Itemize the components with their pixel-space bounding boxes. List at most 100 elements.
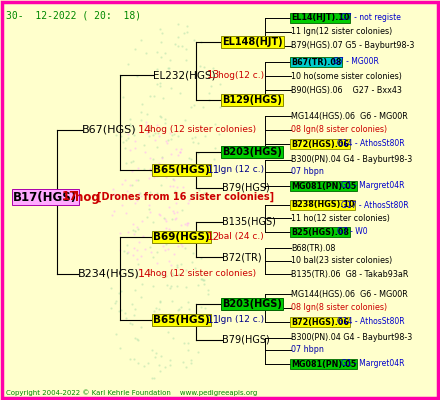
Point xyxy=(157,212,164,218)
Point xyxy=(152,305,159,311)
Point xyxy=(113,132,120,138)
Point xyxy=(175,34,182,40)
Point xyxy=(130,227,137,234)
Point xyxy=(172,146,180,152)
Point xyxy=(132,228,139,235)
Point xyxy=(173,209,180,215)
Point xyxy=(133,177,140,184)
Point xyxy=(123,188,130,194)
Point xyxy=(170,251,177,257)
Point xyxy=(183,220,190,226)
Point xyxy=(111,191,118,198)
Text: lgn (12 c.): lgn (12 c.) xyxy=(218,316,264,324)
Point xyxy=(128,182,135,188)
Text: 14: 14 xyxy=(138,269,152,279)
Point xyxy=(182,57,189,63)
Point xyxy=(183,23,191,30)
Point xyxy=(135,261,142,268)
Point xyxy=(194,349,202,355)
Point xyxy=(131,126,138,132)
Point xyxy=(173,184,180,190)
Point xyxy=(168,151,175,158)
Point xyxy=(136,266,143,272)
Point xyxy=(157,299,164,306)
Point xyxy=(162,138,169,144)
Point xyxy=(169,298,176,304)
Point xyxy=(150,219,157,225)
Text: B65(HGS): B65(HGS) xyxy=(153,315,210,325)
Text: B25(HGS).08: B25(HGS).08 xyxy=(291,228,349,236)
Point xyxy=(109,211,116,218)
Point xyxy=(161,116,169,122)
Text: 10 ho(some sister colonies): 10 ho(some sister colonies) xyxy=(291,72,402,80)
Point xyxy=(178,222,185,228)
Point xyxy=(157,368,164,375)
Point xyxy=(181,30,188,36)
Point xyxy=(130,251,137,258)
Point xyxy=(178,206,185,213)
Point xyxy=(166,356,173,363)
Point xyxy=(183,68,190,74)
Point xyxy=(211,145,218,151)
Point xyxy=(141,142,148,148)
Point xyxy=(162,174,169,180)
Point xyxy=(206,71,213,78)
Point xyxy=(190,139,197,145)
Point xyxy=(172,200,179,206)
Point xyxy=(127,182,134,188)
Point xyxy=(135,239,142,246)
Point xyxy=(157,80,164,86)
Point xyxy=(170,183,177,189)
Text: B203(HGS): B203(HGS) xyxy=(222,147,282,157)
Point xyxy=(173,262,180,268)
Point xyxy=(147,244,154,250)
Point xyxy=(125,61,132,68)
Text: B67(HGS): B67(HGS) xyxy=(82,125,137,135)
Point xyxy=(116,308,123,314)
Point xyxy=(217,104,224,110)
Point xyxy=(156,160,163,166)
Point xyxy=(189,161,196,168)
Point xyxy=(146,132,153,139)
Point xyxy=(112,331,119,338)
Point xyxy=(141,246,148,252)
Point xyxy=(157,114,164,121)
Point xyxy=(183,267,190,274)
Point xyxy=(169,208,176,215)
Point xyxy=(171,188,178,194)
Point xyxy=(112,298,119,304)
Point xyxy=(129,168,136,174)
Point xyxy=(138,253,145,260)
Point xyxy=(155,306,162,312)
Text: B67(TR).08: B67(TR).08 xyxy=(291,58,341,66)
Point xyxy=(121,176,128,183)
Point xyxy=(135,177,142,183)
Text: B17(HGS): B17(HGS) xyxy=(13,190,77,204)
Point xyxy=(162,218,169,224)
Point xyxy=(121,144,128,151)
Point xyxy=(161,50,169,56)
Point xyxy=(150,308,157,314)
Point xyxy=(129,220,136,227)
Point xyxy=(134,336,141,343)
Point xyxy=(209,65,216,71)
Point xyxy=(165,204,172,210)
Point xyxy=(128,267,135,273)
Point xyxy=(150,156,157,162)
Point xyxy=(110,186,117,192)
Text: 30-  12-2022 ( 20:  18): 30- 12-2022 ( 20: 18) xyxy=(6,10,141,20)
Point xyxy=(143,50,150,56)
Text: hog: hog xyxy=(75,190,100,204)
Text: [Drones from 16 sister colonies]: [Drones from 16 sister colonies] xyxy=(97,192,274,202)
Point xyxy=(170,210,177,216)
Point xyxy=(143,130,150,137)
Point xyxy=(178,261,185,268)
Point xyxy=(160,237,167,243)
Point xyxy=(185,200,192,206)
Point xyxy=(185,306,192,312)
Point xyxy=(108,305,115,311)
Point xyxy=(150,93,157,99)
Text: hog(12 c.): hog(12 c.) xyxy=(218,70,264,80)
Point xyxy=(162,225,169,232)
Text: bal (24 c.): bal (24 c.) xyxy=(218,232,264,242)
